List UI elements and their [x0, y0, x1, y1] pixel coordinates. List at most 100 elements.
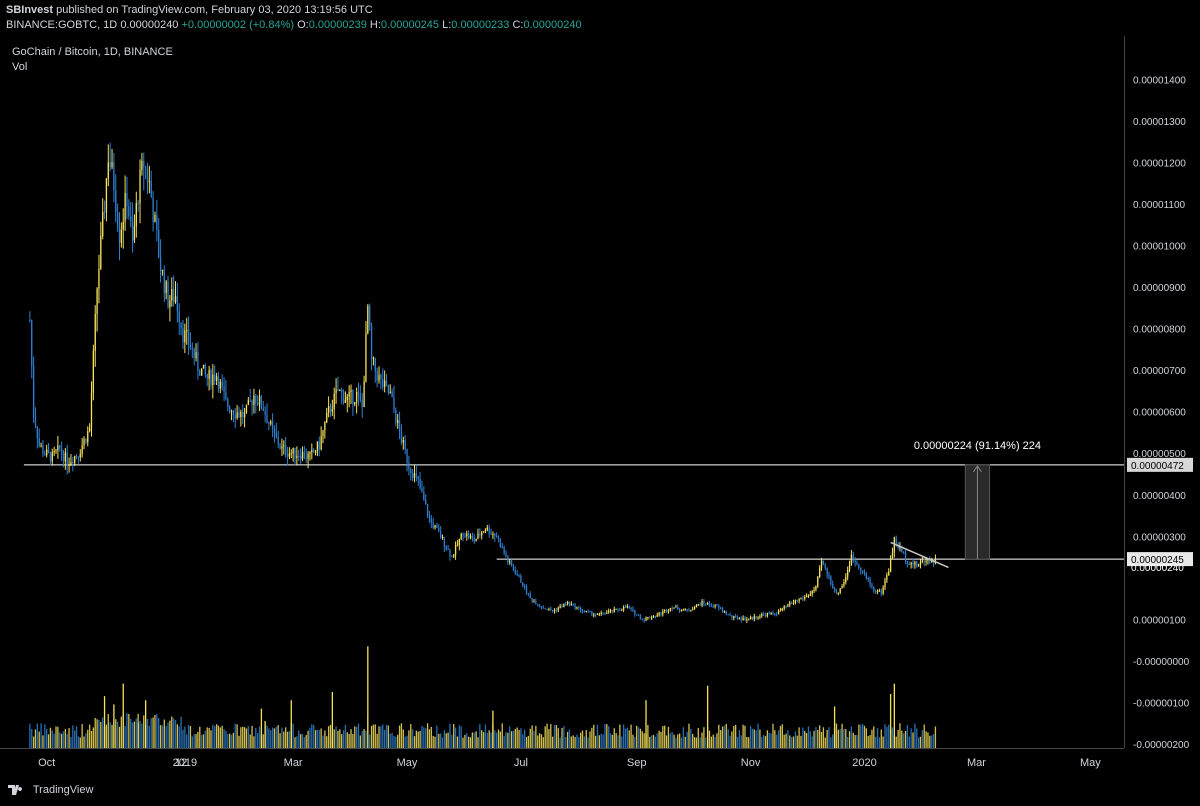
volume-bar	[74, 730, 76, 748]
volume-bar	[266, 725, 268, 748]
legend-title[interactable]: GoChain / Bitcoin, 1D, BINANCE	[12, 46, 173, 58]
candle-body	[520, 575, 522, 583]
volume-bar	[273, 728, 276, 748]
volume-bar	[314, 730, 317, 748]
volume-bar	[438, 733, 440, 748]
candle-body	[158, 229, 160, 258]
volume-bar	[628, 730, 630, 748]
candle-body	[331, 408, 333, 412]
volume-spike	[122, 683, 124, 748]
price-axis[interactable]: 0.00001400 0.00001300 0.00001200 0.00001100…	[1124, 36, 1200, 751]
volume-bar	[830, 737, 832, 748]
candle-body	[141, 160, 143, 170]
volume-bar	[497, 729, 500, 748]
volume-bar	[36, 723, 38, 748]
volume-bar	[451, 734, 453, 748]
time-axis[interactable]: Oct 12 2019 Mar May Jul Sep Nov 2020 Mar May	[0, 748, 1124, 773]
candle-body	[90, 393, 93, 428]
candle-body	[393, 397, 395, 410]
candle-body	[372, 357, 375, 359]
candle-body	[288, 453, 291, 457]
price-chart[interactable]: 0.00000224 (91.14%) 224	[0, 36, 1124, 748]
candle-body	[637, 614, 640, 616]
volume-bar	[169, 720, 171, 748]
volume-bar	[725, 723, 727, 748]
volume-bar	[75, 726, 78, 748]
candle-body	[83, 438, 85, 446]
volume-bar	[557, 728, 559, 748]
volume-bar	[279, 733, 281, 748]
candle-body	[249, 400, 251, 402]
candle-body	[548, 608, 550, 610]
candle-body	[802, 598, 804, 600]
volume-bar	[223, 728, 225, 748]
volume-bar	[835, 723, 838, 748]
candle-body	[152, 197, 154, 223]
volume-bar	[574, 736, 576, 748]
candle-body	[598, 613, 600, 615]
candle-body	[212, 374, 214, 386]
volume-bar	[115, 719, 117, 748]
volume-bar	[156, 713, 158, 748]
candle-body	[705, 603, 707, 605]
volume-bar	[708, 730, 711, 748]
volume-bar	[593, 724, 595, 748]
candle-body	[925, 560, 927, 562]
candle-body	[611, 610, 614, 612]
candle-body	[876, 591, 879, 593]
candle-body	[891, 552, 894, 558]
publish-header: SBInvest published on TradingView.com, F…	[0, 0, 1200, 34]
tradingview-logo[interactable]: TradingView	[8, 784, 93, 796]
candle-body	[189, 344, 192, 348]
candle-body	[602, 612, 604, 614]
volume-bar	[454, 727, 457, 748]
candle-body	[47, 449, 50, 453]
candle-body	[75, 456, 78, 458]
volume-spike	[331, 691, 333, 748]
candle-body	[706, 603, 709, 605]
candle-body	[111, 162, 113, 168]
candle-body	[863, 571, 866, 574]
volume-bar	[150, 718, 152, 748]
volume-bar	[550, 724, 552, 748]
candle-body	[309, 452, 311, 454]
candle-body	[479, 533, 481, 536]
candle-body	[215, 376, 218, 381]
candle-body	[654, 616, 657, 618]
candle-body	[303, 451, 305, 458]
volume-bar	[634, 737, 636, 748]
volume-bar	[695, 737, 698, 748]
volume-bar	[520, 728, 522, 748]
volume-spike	[103, 696, 106, 748]
candle-body	[686, 609, 688, 611]
volume-bar	[359, 735, 362, 748]
volume-bar	[320, 728, 322, 748]
volume-bar	[133, 721, 136, 748]
candle-body	[376, 370, 378, 381]
candle-body	[477, 533, 479, 539]
volume-bar	[718, 724, 720, 748]
candle-body	[107, 162, 109, 179]
volume-bar	[609, 733, 612, 748]
candle-body	[783, 606, 785, 609]
volume-bar	[804, 730, 806, 748]
volume-bar	[221, 725, 223, 748]
candle-body	[912, 562, 914, 565]
time-tick-label: Oct	[38, 757, 55, 769]
volume-bar	[139, 720, 141, 748]
candle-body	[865, 573, 867, 578]
volume-bar	[148, 725, 151, 748]
author-name[interactable]: SBInvest	[6, 4, 54, 16]
volume-bar	[723, 725, 726, 748]
legend-volume[interactable]: Vol	[12, 61, 28, 73]
volume-bar	[285, 727, 287, 748]
chart-area[interactable]: 0.00000224 (91.14%) 224	[0, 36, 1124, 748]
volume-bar	[794, 731, 797, 748]
candle-body	[70, 462, 72, 465]
volume-bar	[839, 729, 841, 748]
volume-bar	[42, 735, 44, 748]
volume-bar	[568, 729, 571, 748]
volume-bar	[391, 732, 393, 748]
volume-bar	[774, 730, 776, 748]
volume-bar	[174, 720, 177, 748]
